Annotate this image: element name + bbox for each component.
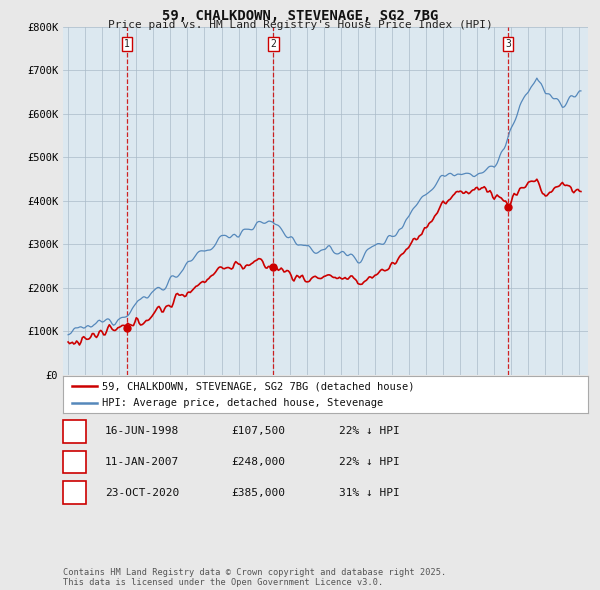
Text: 3: 3 [505, 39, 511, 49]
Text: £248,000: £248,000 [231, 457, 285, 467]
Text: 1: 1 [124, 39, 130, 49]
Text: 59, CHALKDOWN, STEVENAGE, SG2 7BG (detached house): 59, CHALKDOWN, STEVENAGE, SG2 7BG (detac… [103, 381, 415, 391]
Text: 3: 3 [71, 488, 78, 497]
Text: 31% ↓ HPI: 31% ↓ HPI [339, 488, 400, 497]
Text: 2: 2 [71, 457, 78, 467]
Text: 22% ↓ HPI: 22% ↓ HPI [339, 427, 400, 436]
Text: Contains HM Land Registry data © Crown copyright and database right 2025.
This d: Contains HM Land Registry data © Crown c… [63, 568, 446, 587]
Text: £107,500: £107,500 [231, 427, 285, 436]
Text: £385,000: £385,000 [231, 488, 285, 497]
Text: 22% ↓ HPI: 22% ↓ HPI [339, 457, 400, 467]
Text: 1: 1 [71, 427, 78, 436]
Text: 2: 2 [270, 39, 276, 49]
Text: HPI: Average price, detached house, Stevenage: HPI: Average price, detached house, Stev… [103, 398, 383, 408]
Text: 16-JUN-1998: 16-JUN-1998 [105, 427, 179, 436]
Text: 23-OCT-2020: 23-OCT-2020 [105, 488, 179, 497]
Text: 59, CHALKDOWN, STEVENAGE, SG2 7BG: 59, CHALKDOWN, STEVENAGE, SG2 7BG [162, 9, 438, 24]
Text: Price paid vs. HM Land Registry's House Price Index (HPI): Price paid vs. HM Land Registry's House … [107, 20, 493, 30]
Text: 11-JAN-2007: 11-JAN-2007 [105, 457, 179, 467]
